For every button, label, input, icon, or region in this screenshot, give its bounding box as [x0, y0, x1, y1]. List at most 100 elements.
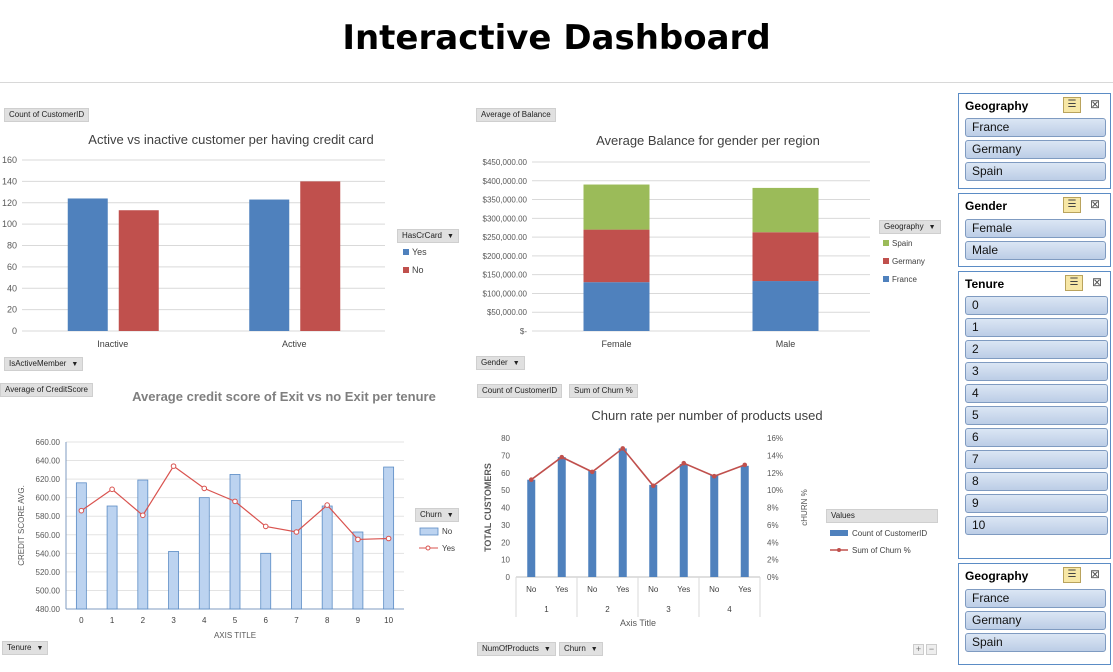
bar-germany-male — [752, 232, 819, 282]
values-field-button[interactable]: Values — [826, 509, 938, 523]
expand-icon[interactable]: + — [913, 644, 924, 655]
slicer-item-5[interactable]: 5 — [965, 406, 1108, 425]
bar-france-female — [583, 282, 650, 331]
numofproducts-filter-button[interactable]: NumOfProducts ▼ — [477, 642, 556, 656]
multi-select-icon[interactable]: ☰ — [1065, 275, 1083, 291]
chart-title: Churn rate per number of products used — [591, 408, 822, 423]
clear-filter-icon[interactable]: ⊠ — [1089, 567, 1101, 581]
x-tick-label: No — [587, 585, 598, 594]
y-tick-label: 40 — [501, 504, 510, 513]
isactivemember-filter-button[interactable]: IsActiveMember ▼ — [4, 357, 84, 371]
x-tick-label: 1 — [110, 616, 115, 625]
x-tick-label: Yes — [677, 585, 690, 594]
slicer-item-8[interactable]: 8 — [965, 472, 1108, 491]
slicer-item-3[interactable]: 3 — [965, 362, 1108, 381]
slicer-item-spain[interactable]: Spain — [965, 633, 1106, 652]
point-churn-6 — [711, 473, 717, 479]
gender-filter-button[interactable]: Gender ▼ — [476, 356, 525, 370]
geography-label: Geography — [884, 222, 924, 231]
average-creditscore-field-button[interactable]: Average of CreditScore — [0, 383, 94, 397]
bar-count-6 — [710, 474, 719, 577]
bar-no-tenure-6 — [260, 552, 272, 610]
chart-credit-score-tenure: Average credit score of Exit vs no Exit … — [17, 389, 455, 640]
legend-swatch — [883, 258, 889, 264]
group-label: 2 — [605, 605, 610, 614]
x-tick-label: 8 — [325, 616, 330, 625]
bar-no-tenure-7 — [291, 500, 302, 610]
slicer-item-9[interactable]: 9 — [965, 494, 1108, 513]
legend-label: France — [892, 275, 917, 284]
slicer-item-france[interactable]: France — [965, 118, 1106, 137]
point-churn-5 — [681, 460, 687, 466]
count-customerid-field-button-2[interactable]: Count of CustomerID — [477, 384, 563, 398]
slicer-item-7[interactable]: 7 — [965, 450, 1108, 469]
clear-filter-icon[interactable]: ⊠ — [1089, 97, 1101, 111]
slicer-item-france[interactable]: France — [965, 589, 1106, 608]
y-tick-label: 560.00 — [36, 531, 61, 540]
slicer-item-germany[interactable]: Germany — [965, 140, 1106, 159]
geography-filter-button[interactable]: Geography ▼ — [879, 220, 941, 234]
legend-label: Yes — [412, 247, 427, 257]
y-tick-label: 140 — [2, 176, 17, 186]
bar-no-tenure-3 — [168, 551, 179, 610]
sum-churn-field-button[interactable]: Sum of Churn % — [569, 384, 638, 398]
y-tick-label: $100,000.00 — [483, 289, 528, 298]
clear-filter-icon[interactable]: ⊠ — [1089, 197, 1101, 211]
average-balance-field-button[interactable]: Average of Balance — [476, 108, 556, 122]
slicer-item-2[interactable]: 2 — [965, 340, 1108, 359]
tenure-filter-button[interactable]: Tenure ▼ — [2, 641, 49, 655]
churn-filter-button-2[interactable]: Churn ▼ — [559, 642, 603, 656]
clear-filter-icon[interactable]: ⊠ — [1091, 275, 1103, 289]
bar-no-active — [300, 181, 341, 331]
slicer-item-10[interactable]: 10 — [965, 516, 1108, 535]
point-yes-tenure-10 — [385, 535, 392, 542]
group-label: 4 — [727, 605, 732, 614]
x-tick-label: Inactive — [97, 339, 128, 349]
x-axis-title: AXIS TITLE — [214, 631, 256, 640]
y-tick-label: 60 — [501, 469, 510, 478]
header-divider — [0, 82, 1113, 83]
point-churn-4 — [650, 483, 656, 489]
bar-no-tenure-5 — [229, 474, 241, 610]
point-yes-tenure-2 — [140, 512, 146, 519]
x-axis-title: Axis Title — [620, 618, 656, 628]
slicer-item-spain[interactable]: Spain — [965, 162, 1106, 181]
x-tick-label: No — [526, 585, 537, 594]
slicer-item-male[interactable]: Male — [965, 241, 1106, 260]
slicer-item-female[interactable]: Female — [965, 219, 1106, 238]
legend-label: No — [412, 265, 424, 275]
hascrcard-filter-button[interactable]: HasCrCard ▼ — [397, 229, 459, 243]
x-tick-label: Yes — [555, 585, 568, 594]
multi-select-icon[interactable]: ☰ — [1063, 567, 1081, 583]
dropdown-arrow-icon: ▼ — [928, 224, 936, 231]
dropdown-arrow-icon: ▼ — [71, 361, 79, 368]
slicer-item-4[interactable]: 4 — [965, 384, 1108, 403]
y-tick-label: $50,000.00 — [487, 308, 528, 317]
count-customerid-field-button[interactable]: Count of CustomerID — [4, 108, 90, 122]
slicer-item-6[interactable]: 6 — [965, 428, 1108, 447]
collapse-icon[interactable]: − — [926, 644, 937, 655]
chart-balance-gender-region: Average Balance for gender per region $- $… — [483, 133, 925, 349]
slicer-item-germany[interactable]: Germany — [965, 611, 1106, 630]
bar-no-tenure-2 — [137, 479, 149, 610]
x-tick-label: Yes — [616, 585, 629, 594]
x-tick-label: 10 — [384, 616, 393, 625]
point-yes-tenure-9 — [355, 536, 361, 543]
bar-spain-male — [752, 187, 819, 233]
slicer-item-1[interactable]: 1 — [965, 318, 1108, 337]
bar-yes-inactive — [67, 198, 108, 331]
legend-marker — [837, 548, 841, 552]
multi-select-icon[interactable]: ☰ — [1063, 197, 1081, 213]
y2-tick-label: 8% — [767, 504, 779, 513]
chart-active-inactive: Active vs inactive customer per having c… — [2, 132, 427, 349]
bar-count-0 — [527, 479, 536, 577]
point-churn-1 — [559, 454, 565, 460]
chart-title: Active vs inactive customer per having c… — [88, 132, 373, 147]
multi-select-icon[interactable]: ☰ — [1063, 97, 1081, 113]
x-tick-label: Male — [776, 339, 796, 349]
bar-count-5 — [679, 464, 688, 577]
y-tick-label: $350,000.00 — [483, 196, 528, 205]
churn-filter-button[interactable]: Churn ▼ — [415, 508, 459, 522]
slicer-item-0[interactable]: 0 — [965, 296, 1108, 315]
